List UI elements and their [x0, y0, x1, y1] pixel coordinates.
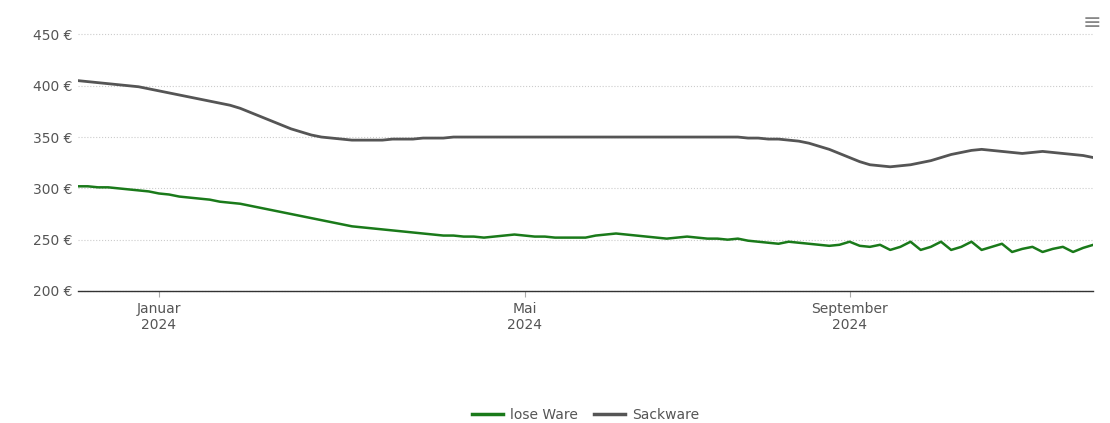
- Text: ≡: ≡: [1082, 13, 1101, 33]
- Legend: lose Ware, Sackware: lose Ware, Sackware: [466, 403, 705, 423]
